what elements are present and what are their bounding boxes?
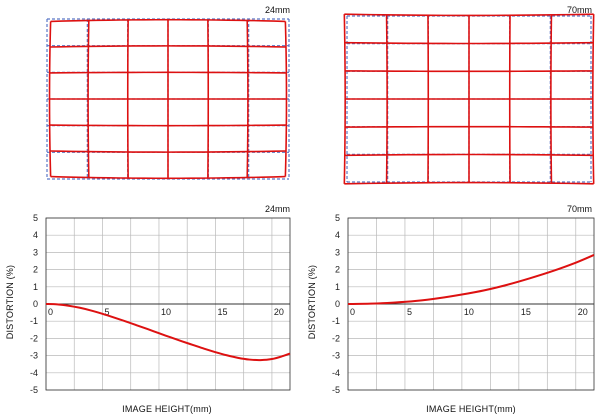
y-tick-label-24mm: 0: [33, 299, 38, 309]
distorted-hline-24mm: [49, 71, 287, 74]
y-tick-label-70mm: -4: [332, 368, 340, 378]
y-tick-label-24mm: -5: [30, 385, 38, 395]
distortion-chart-70mm: 70mm DISTORTION (%) IMAGE HEIGHT(mm) 5 4 3…: [307, 204, 595, 414]
y-axis-label-24mm: DISTORTION (%): [5, 265, 15, 339]
x-tick-label-24mm: 15: [217, 307, 227, 317]
y-tick-label-24mm: -1: [30, 316, 38, 326]
x-tick-label-24mm: 0: [48, 307, 53, 317]
x-tick-label-24mm: 5: [104, 307, 109, 317]
distorted-hline-24mm: [50, 45, 286, 48]
grid-panel-24mm: 24mm: [46, 5, 290, 180]
chart-title-70mm: 70mm: [567, 204, 592, 214]
distorted-hline-70mm: [344, 41, 594, 45]
y-tick-label-24mm: 3: [33, 247, 38, 257]
y-tick-label-24mm: -4: [30, 368, 38, 378]
y-tick-label-24mm: 4: [33, 230, 38, 240]
y-tick-label-24mm: 2: [33, 265, 38, 275]
distorted-hline-70mm: [344, 13, 594, 17]
y-tick-label-70mm: 1: [335, 282, 340, 292]
y-tick-label-70mm: -2: [332, 333, 340, 343]
grid-panel-title-70mm: 70mm: [567, 5, 592, 15]
distorted-grid-70mm: [343, 13, 595, 185]
x-tick-label-70mm: 10: [464, 307, 474, 317]
distorted-hline-70mm: [344, 153, 594, 157]
distorted-hline-70mm: [344, 181, 594, 185]
x-axis-label-24mm: IMAGE HEIGHT(mm): [122, 404, 212, 414]
y-tick-label-24mm: -2: [30, 333, 38, 343]
x-tick-label-70mm: 5: [407, 307, 412, 317]
x-axis-label-70mm: IMAGE HEIGHT(mm): [426, 404, 516, 414]
x-tick-label-70mm: 0: [350, 307, 355, 317]
distortion-curve-24mm: [45, 303, 291, 362]
x-tick-label-70mm: 20: [578, 307, 588, 317]
y-tick-label-70mm: 4: [335, 230, 340, 240]
y-tick-label-70mm: 2: [335, 265, 340, 275]
distorted-hline-24mm: [50, 150, 286, 153]
y-tick-label-24mm: 5: [33, 213, 38, 223]
y-tick-label-70mm: -5: [332, 385, 340, 395]
distortion-curve-70mm: [347, 254, 595, 305]
distorted-hline-24mm: [49, 124, 287, 127]
y-tick-label-24mm: -3: [30, 351, 38, 361]
grid-panel-title-24mm: 24mm: [265, 5, 290, 15]
distorted-grid-24mm: [48, 18, 288, 180]
x-tick-label-24mm: 10: [161, 307, 171, 317]
distorted-hline-24mm: [50, 18, 286, 23]
distorted-vline-70mm: [592, 14, 595, 184]
distorted-vline-70mm: [343, 14, 346, 184]
x-tick-label-70mm: 15: [521, 307, 531, 317]
x-tick-label-24mm: 20: [274, 307, 284, 317]
chart-title-24mm: 24mm: [265, 204, 290, 214]
distorted-hline-24mm: [50, 175, 286, 180]
y-tick-label-24mm: 1: [33, 282, 38, 292]
y-tick-label-70mm: -3: [332, 351, 340, 361]
y-tick-label-70mm: 0: [335, 299, 340, 309]
grid-panel-70mm: 70mm: [343, 5, 595, 185]
y-tick-label-70mm: 3: [335, 247, 340, 257]
distortion-chart-24mm: 24mm DISTORTION (%) IMAGE HEIGHT(mm) 5 4 3…: [5, 204, 291, 414]
y-axis-label-70mm: DISTORTION (%): [307, 265, 317, 339]
y-tick-label-70mm: -1: [332, 316, 340, 326]
y-tick-label-70mm: 5: [335, 213, 340, 223]
